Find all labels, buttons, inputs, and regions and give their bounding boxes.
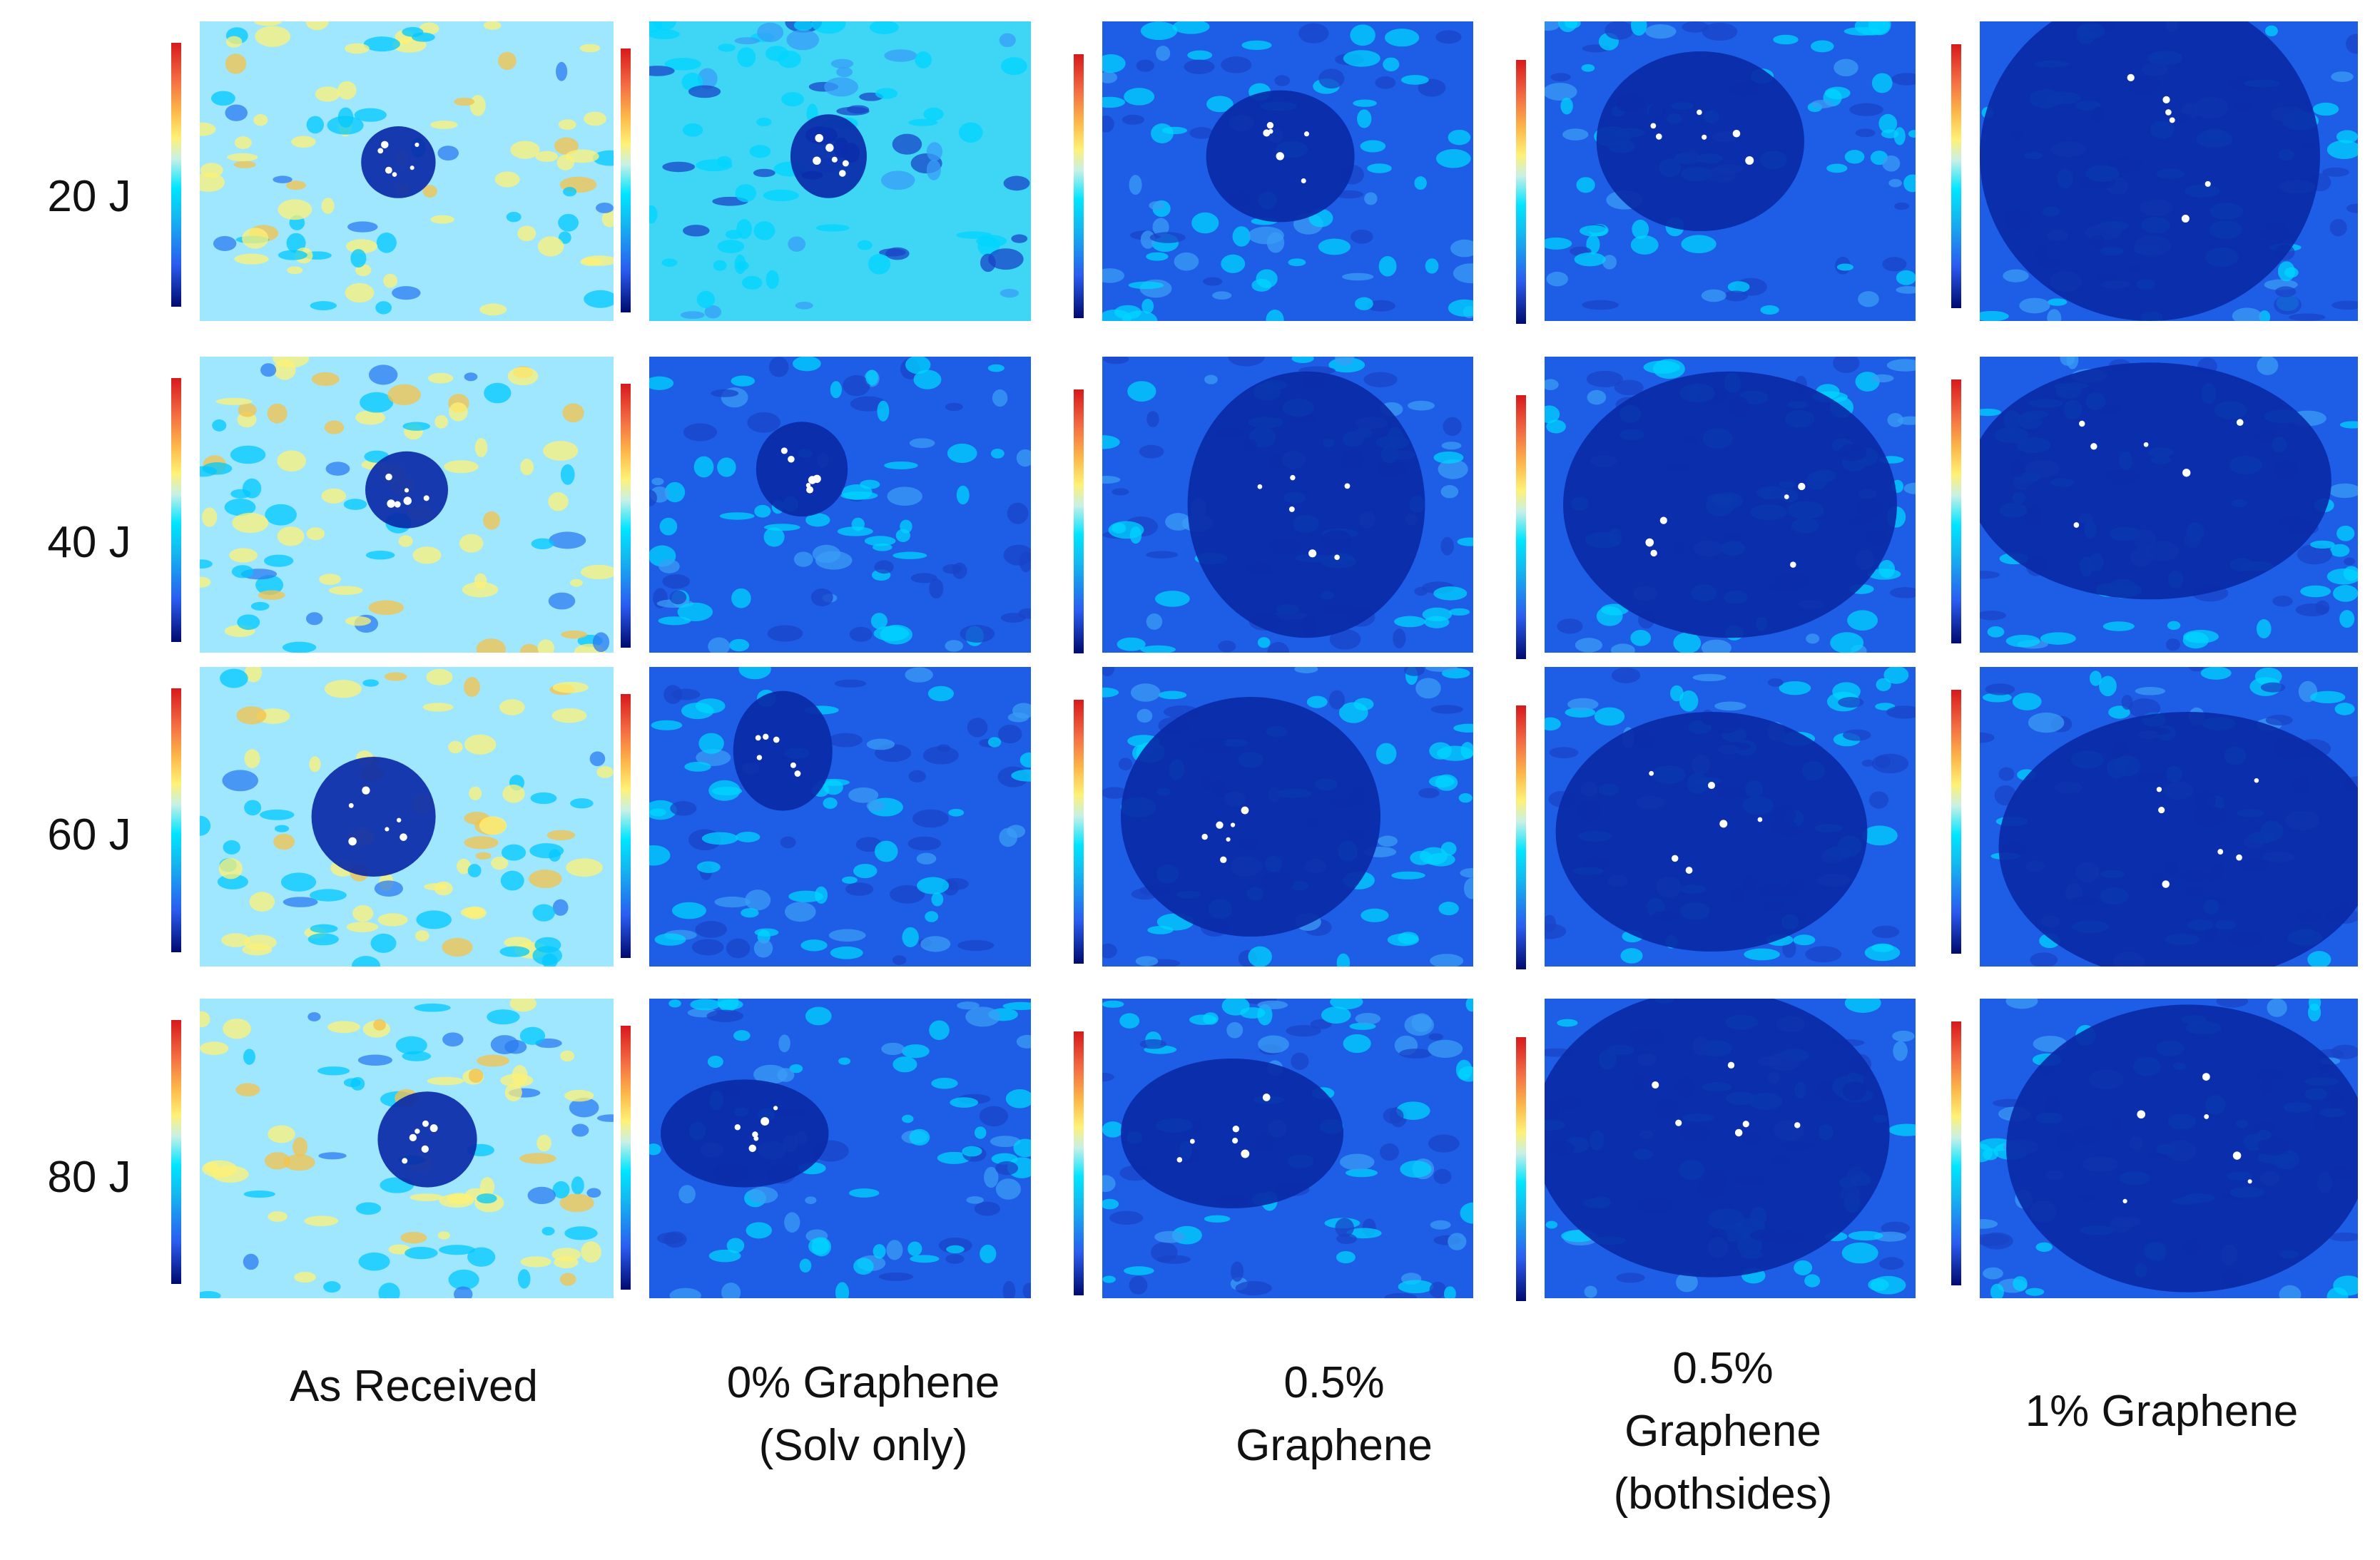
colorbar — [621, 49, 631, 312]
column-label-line: (Solv only) — [758, 1421, 968, 1470]
c-scan-map — [1545, 999, 1916, 1298]
column-label-3: 0.5% Graphene (bothsides) — [1523, 1337, 1923, 1526]
c-scan-map — [1102, 667, 1473, 967]
c-scan-map — [649, 667, 1031, 967]
c-scan-map — [1545, 21, 1916, 321]
colorbar — [1074, 1031, 1084, 1295]
c-scan-map — [1980, 667, 2358, 967]
colorbar — [1951, 379, 1961, 643]
colorbar — [1516, 60, 1526, 324]
c-scan-map — [1980, 999, 2358, 1298]
c-scan-map — [649, 21, 1031, 321]
column-label-line: Graphene — [1236, 1421, 1433, 1470]
colorbar — [1516, 705, 1526, 969]
c-scan-map — [649, 357, 1031, 653]
colorbar — [171, 1020, 181, 1284]
column-label-4: 1% Graphene — [1962, 1380, 2361, 1443]
colorbar — [1516, 1037, 1526, 1301]
row-label-60j: 60 J — [47, 810, 131, 860]
column-label-line: 1% Graphene — [2025, 1387, 2299, 1436]
colorbar — [1074, 700, 1084, 964]
c-scan-map — [1545, 357, 1916, 653]
c-scan-map — [1102, 357, 1473, 653]
c-scan-map — [649, 999, 1031, 1298]
c-scan-map — [200, 21, 614, 321]
column-label-line: As Received — [289, 1362, 539, 1411]
c-scan-map — [1102, 999, 1473, 1298]
colorbar — [621, 384, 631, 648]
column-label-1: 0% Graphene (Solv only) — [663, 1352, 1063, 1477]
colorbar — [1074, 389, 1084, 653]
row-label-40j: 40 J — [47, 518, 131, 567]
colorbar — [621, 1026, 631, 1290]
row-label-80j: 80 J — [47, 1153, 131, 1202]
c-scan-map — [1980, 357, 2358, 653]
colorbar — [1516, 395, 1526, 659]
c-scan-map — [1102, 21, 1473, 321]
column-label-line: 0.5% — [1283, 1358, 1385, 1407]
column-label-0: As Received — [214, 1355, 614, 1418]
c-scan-map — [200, 999, 614, 1298]
c-scan-map — [1980, 21, 2358, 321]
colorbar — [1951, 690, 1961, 954]
c-scan-map — [200, 667, 614, 967]
colorbar — [1951, 1021, 1961, 1285]
column-label-line: (bothsides) — [1613, 1469, 1833, 1519]
column-label-line: Graphene — [1624, 1407, 1821, 1456]
colorbar — [171, 43, 181, 307]
colorbar — [171, 688, 181, 952]
row-label-20j: 20 J — [47, 172, 131, 221]
colorbar — [171, 378, 181, 642]
colorbar — [1951, 44, 1961, 308]
c-scan-map — [1545, 667, 1916, 967]
column-label-line: 0.5% — [1672, 1344, 1774, 1393]
column-label-line: 0% Graphene — [726, 1358, 1000, 1407]
colorbar — [1074, 54, 1084, 318]
c-scan-map — [200, 357, 614, 653]
colorbar — [621, 694, 631, 958]
column-label-2: 0.5% Graphene — [1134, 1352, 1534, 1477]
